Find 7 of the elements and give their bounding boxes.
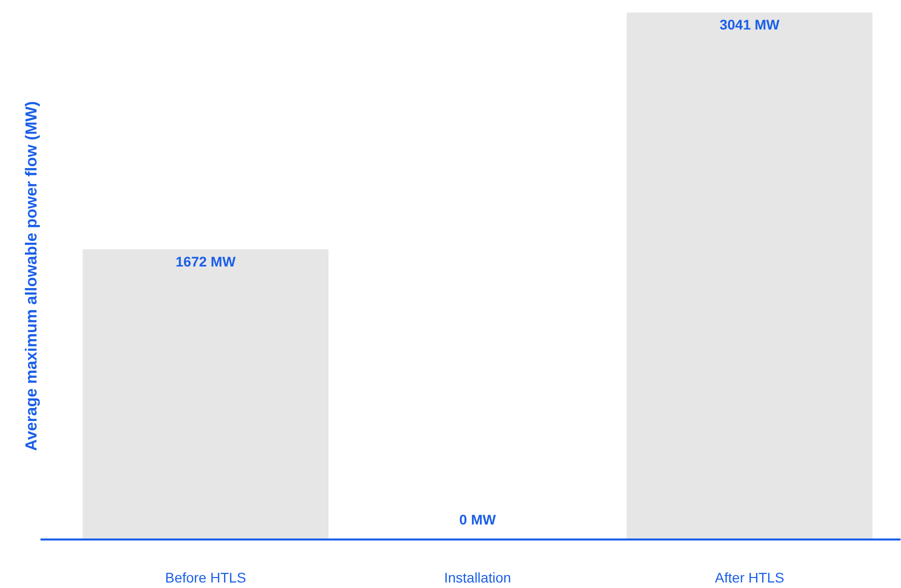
x-tick-label: Installation bbox=[444, 570, 512, 586]
data-label: 1672 MW bbox=[176, 254, 236, 270]
data-label: 3041 MW bbox=[720, 16, 780, 32]
data-label: 0 MW bbox=[459, 512, 497, 528]
x-tick-label: Before HTLS bbox=[165, 570, 246, 586]
x-tick-label: After HTLS bbox=[714, 570, 784, 586]
y-axis-title: Average maximum allowable power flow (MW) bbox=[24, 101, 40, 451]
